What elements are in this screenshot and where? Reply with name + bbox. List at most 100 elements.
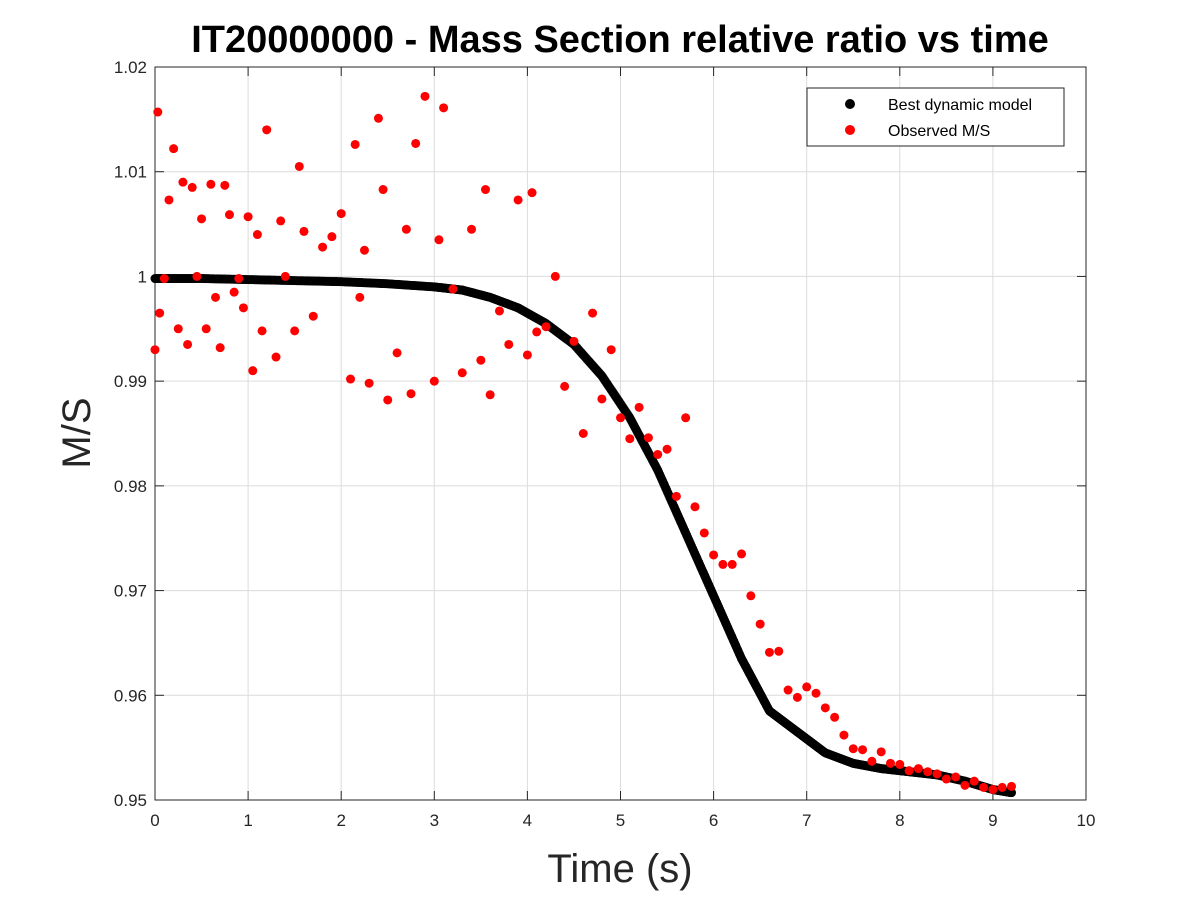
observed-point xyxy=(457,368,467,378)
observed-point xyxy=(485,390,495,400)
observed-point xyxy=(318,242,328,252)
observed-point xyxy=(681,413,691,423)
observed-point xyxy=(238,303,248,313)
x-tick-label: 6 xyxy=(709,811,718,830)
observed-point xyxy=(885,758,895,768)
observed-point xyxy=(494,306,504,316)
observed-point xyxy=(616,413,625,423)
x-tick-label: 0 xyxy=(150,811,159,830)
observed-point xyxy=(211,292,221,302)
observed-point xyxy=(201,324,211,334)
observed-point xyxy=(913,764,923,774)
observed-point xyxy=(183,339,193,349)
observed-point xyxy=(895,759,905,769)
observed-point xyxy=(969,776,979,786)
x-axis-label: Time (s) xyxy=(547,847,692,891)
observed-point xyxy=(439,103,449,113)
observed-point xyxy=(197,214,207,224)
observed-point xyxy=(550,271,560,281)
observed-point xyxy=(783,685,793,695)
observed-point xyxy=(792,692,802,702)
observed-point xyxy=(215,343,225,353)
observed-point xyxy=(229,287,239,297)
observed-point xyxy=(476,355,486,365)
observed-point xyxy=(434,235,444,245)
observed-point xyxy=(718,559,728,569)
observed-point xyxy=(737,549,747,559)
observed-point xyxy=(192,271,202,281)
y-tick-label: 1.01 xyxy=(114,163,147,182)
observed-point xyxy=(155,308,165,318)
observed-point xyxy=(411,138,421,148)
observed-point xyxy=(164,195,174,205)
observed-point xyxy=(150,345,160,355)
observed-point xyxy=(625,434,635,444)
observed-point xyxy=(606,345,616,355)
observed-point xyxy=(248,366,258,376)
observed-point xyxy=(764,647,774,657)
observed-point xyxy=(988,785,998,795)
observed-point xyxy=(848,744,858,754)
observed-point xyxy=(923,767,933,777)
observed-point xyxy=(220,180,230,190)
chart-title: IT20000000 - Mass Section relative ratio… xyxy=(191,19,1049,61)
observed-point xyxy=(755,619,765,629)
legend: Best dynamic model Observed M/S xyxy=(806,87,1065,147)
observed-point xyxy=(252,230,262,240)
y-tick-label: 0.98 xyxy=(114,477,147,496)
observed-point xyxy=(299,226,309,236)
observed-point xyxy=(839,730,849,740)
observed-point xyxy=(294,161,304,171)
observed-point xyxy=(224,210,234,220)
y-tick-label: 0.99 xyxy=(114,372,147,391)
observed-point xyxy=(541,322,551,332)
observed-point xyxy=(153,107,163,117)
x-tick-label: 8 xyxy=(895,811,904,830)
observed-point xyxy=(690,502,700,512)
observed-point xyxy=(243,212,253,222)
observed-point xyxy=(173,324,183,334)
legend-box xyxy=(806,87,1065,147)
observed-point xyxy=(234,274,244,284)
observed-point xyxy=(504,339,514,349)
observed-point xyxy=(979,782,989,792)
observed-point xyxy=(802,682,812,692)
observed-point xyxy=(904,766,914,776)
observed-point xyxy=(308,311,318,321)
observed-point xyxy=(569,336,579,346)
legend-entry-observed: Observed M/S xyxy=(888,123,990,140)
observed-point xyxy=(513,195,523,205)
observed-point xyxy=(280,271,290,281)
observed-point xyxy=(355,292,365,302)
observed-point xyxy=(359,245,369,255)
observed-point xyxy=(262,125,272,135)
observed-point xyxy=(187,182,197,192)
observed-point xyxy=(327,232,337,242)
observed-point xyxy=(643,433,653,443)
observed-point xyxy=(406,389,416,399)
y-tick-label: 0.97 xyxy=(114,582,147,601)
observed-point xyxy=(960,780,970,790)
observed-point xyxy=(522,350,532,360)
observed-point xyxy=(420,91,430,101)
y-tick-label: 1.02 xyxy=(114,58,147,77)
observed-point xyxy=(159,274,169,284)
observed-point xyxy=(429,376,439,386)
observed-point xyxy=(578,429,588,438)
y-tick-label: 0.95 xyxy=(114,791,147,810)
observed-point xyxy=(997,782,1007,792)
observed-point xyxy=(876,747,886,757)
observed-point xyxy=(951,772,961,782)
observed-point xyxy=(448,284,458,294)
observed-point xyxy=(588,308,598,318)
observed-point xyxy=(727,559,737,569)
observed-point xyxy=(560,381,570,391)
observed-point xyxy=(169,144,179,154)
observed-point xyxy=(820,703,830,713)
observed-point xyxy=(746,591,756,601)
observed-point xyxy=(336,209,346,219)
series-observed-ms xyxy=(150,91,1017,795)
observed-point xyxy=(392,348,402,358)
x-tick-label: 9 xyxy=(988,811,997,830)
